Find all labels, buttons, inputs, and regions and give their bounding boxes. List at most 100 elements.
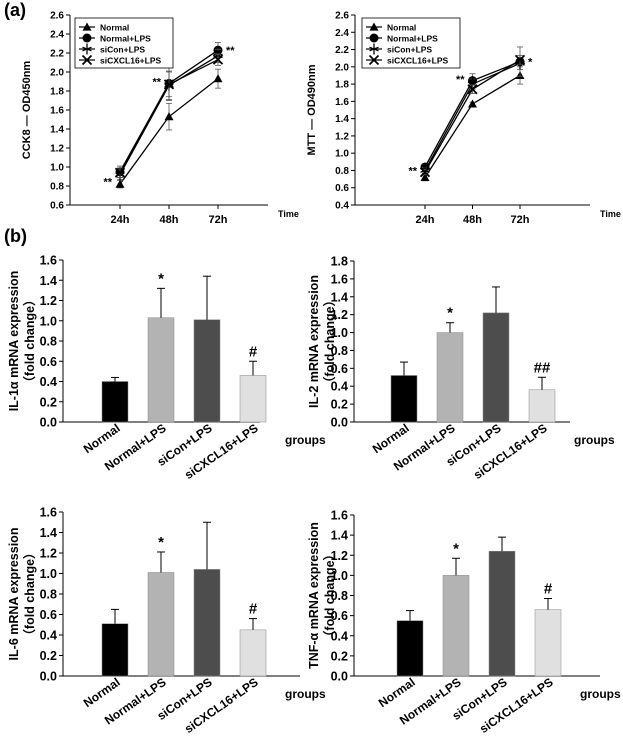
data-point — [467, 84, 478, 95]
y-tick-label: 0.6 — [335, 183, 349, 194]
bar — [147, 317, 175, 423]
y-tick-label: 1.0 — [335, 149, 349, 160]
y-tick-label: 0.4 — [335, 201, 349, 212]
y-tick-label: 0.8 — [40, 588, 57, 602]
y-tick-label: 1.6 — [335, 97, 349, 108]
y-tick-label: 2.6 — [335, 11, 349, 22]
y-tick-label: 0.0 — [331, 670, 348, 684]
data-point — [115, 179, 125, 188]
y-tick-label: 0.4 — [331, 380, 348, 394]
y-tick-label: 1.0 — [40, 567, 57, 581]
error-bar — [249, 618, 257, 630]
y-tick-label: 0.6 — [40, 355, 57, 369]
data-point — [419, 167, 431, 178]
error-bar — [544, 598, 552, 610]
error-bar — [538, 376, 546, 390]
legend-label: Normal+LPS — [100, 34, 151, 44]
bar-chart-1: 0.00.20.40.60.81.01.21.41.6Normal*Normal… — [7, 254, 326, 483]
bar — [193, 319, 221, 423]
x-tick-label: 72h — [209, 214, 228, 226]
panel-label-a: (a) — [4, 0, 26, 20]
data-point — [163, 79, 175, 90]
y-axis-sublabel: （fold change） — [322, 548, 337, 643]
y-tick-label: 0.0 — [40, 670, 57, 684]
x-axis-label: Time — [278, 209, 299, 219]
bar — [436, 332, 464, 423]
error-bar — [492, 286, 500, 313]
legend-marker — [81, 54, 93, 66]
bar — [482, 312, 510, 423]
bar — [442, 575, 470, 677]
error-bar — [157, 287, 165, 318]
data-point — [114, 167, 126, 178]
error-bar — [452, 557, 460, 576]
legend-label: siCon+LPS — [387, 45, 432, 55]
bar — [488, 550, 516, 677]
data-point — [213, 74, 223, 83]
error-bar — [406, 610, 414, 621]
y-tick-label: 1.2 — [40, 294, 57, 308]
y-axis-sublabel: （fold change） — [322, 294, 337, 389]
error-bar — [203, 275, 211, 320]
significance-mark: ** — [226, 45, 235, 57]
error-bar — [203, 521, 211, 570]
series-4 — [114, 53, 224, 178]
x-axis-label: groups — [285, 687, 326, 701]
significance-mark: ** — [456, 74, 465, 86]
y-tick-label: 1.2 — [331, 308, 348, 322]
y-tick-label: 1.6 — [40, 506, 57, 520]
x-tick-label: 48h — [463, 214, 482, 226]
significance-mark: ** — [103, 176, 112, 188]
y-tick-label: 2.4 — [50, 30, 64, 41]
legend-marker — [369, 33, 379, 43]
y-tick-label: 2.0 — [335, 62, 349, 73]
y-tick-label: 1.4 — [40, 274, 57, 288]
y-tick-label: 1.6 — [331, 272, 348, 286]
bar — [101, 381, 129, 423]
y-tick-label: 1.8 — [50, 87, 64, 98]
error-bar — [111, 608, 119, 624]
y-tick-label: 1.2 — [40, 547, 57, 561]
bar — [193, 569, 221, 677]
data-point — [164, 112, 174, 121]
y-tick-label: 2.6 — [50, 11, 64, 22]
y-axis-label: IL-1α mRNA expression — [7, 271, 21, 412]
y-axis-label: TNF-α mRNA expression — [307, 522, 321, 669]
y-tick-label: 0.6 — [331, 362, 348, 376]
y-tick-label: 1.0 — [331, 326, 348, 340]
y-tick-label: 1.6 — [40, 254, 57, 268]
y-axis-label: IL-6 mRNA expression — [7, 528, 21, 661]
series-1 — [115, 68, 223, 189]
y-tick-label: 2.2 — [50, 49, 64, 60]
y-tick-label: 2.0 — [50, 68, 64, 79]
legend-marker — [82, 33, 92, 43]
y-tick-label: 1.2 — [331, 549, 348, 563]
x-tick-label: 72h — [511, 214, 530, 226]
y-axis-sublabel: （fold change） — [22, 546, 37, 641]
legend-label: Normal+LPS — [387, 34, 438, 44]
bar — [101, 623, 129, 677]
legend-marker — [369, 22, 379, 31]
y-tick-label: 0.8 — [331, 344, 348, 358]
significance-mark: # — [249, 343, 258, 360]
legend-label: siCXCL16+LPS — [100, 56, 162, 66]
legend-label: Normal — [100, 23, 129, 33]
series-4 — [419, 54, 526, 178]
significance-mark: * — [158, 270, 164, 287]
y-tick-label: 1.8 — [335, 80, 349, 91]
y-axis-label: MTT — OD490nm — [306, 64, 318, 155]
x-tick-label: 24h — [416, 214, 435, 226]
y-tick-label: 0.6 — [50, 201, 64, 212]
y-tick-label: 0.0 — [331, 416, 348, 430]
data-point — [514, 54, 526, 66]
error-bar — [400, 361, 408, 376]
error-bar — [498, 536, 506, 552]
bar — [396, 620, 424, 677]
significance-mark: ## — [534, 359, 551, 376]
line-chart-1: 0.6 0.8 1.0 1.2 1.4 1.6 1.8 2.0 2.2 2.4 2.6 24h 48h 7… — [21, 11, 299, 227]
y-tick-label: 1.6 — [331, 509, 348, 523]
y-tick-label: 1.8 — [331, 255, 348, 269]
significance-mark: # — [544, 581, 553, 598]
